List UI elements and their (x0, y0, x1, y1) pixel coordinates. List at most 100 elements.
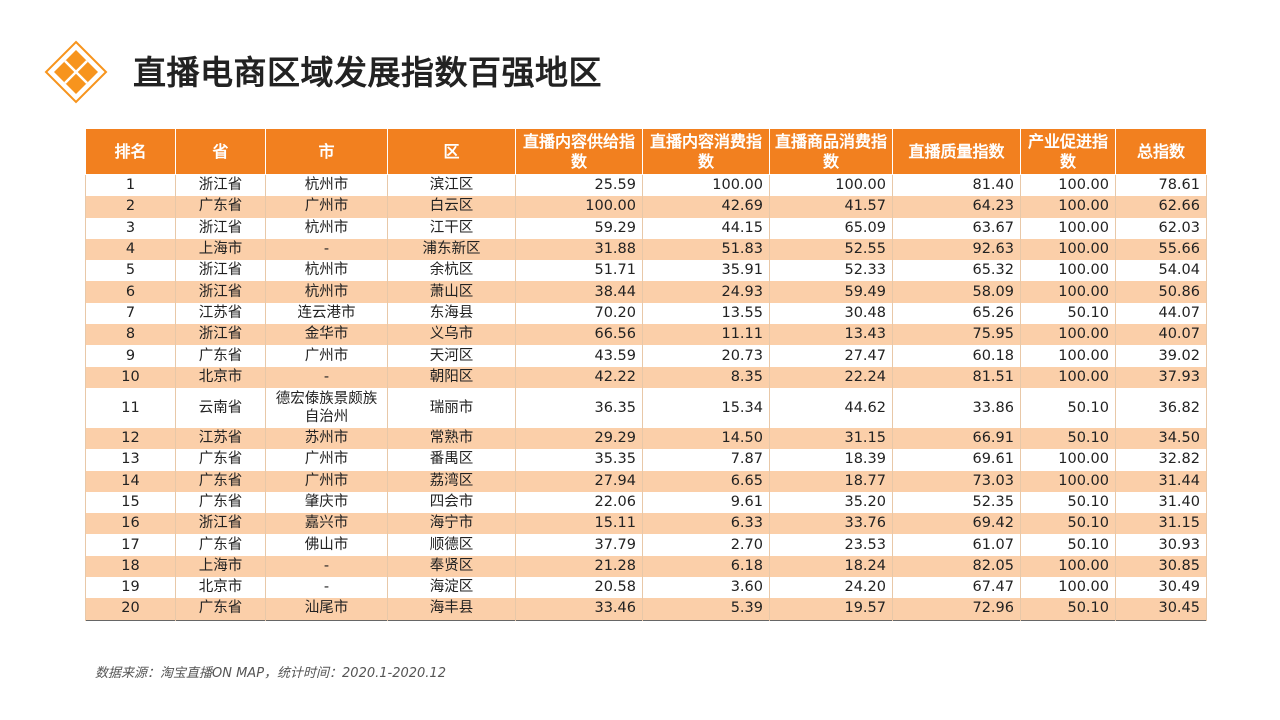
cell-province: 浙江省 (175, 260, 266, 282)
cell-industry: 100.00 (1020, 281, 1116, 303)
cell-rank: 10 (85, 366, 176, 388)
header-content-supply: 直播内容供给指数 (515, 128, 643, 175)
table-row: 16 浙江省 嘉兴市 海宁市 15.11 6.33 33.76 69.42 50.10 31.15 (85, 513, 1207, 535)
cell-industry: 50.10 (1020, 513, 1116, 535)
cell-total: 30.45 (1115, 598, 1207, 621)
cell-total: 31.44 (1115, 470, 1207, 492)
cell-quality: 65.32 (892, 260, 1021, 282)
cell-district: 义乌市 (387, 324, 516, 346)
cell-content-supply: 70.20 (515, 302, 643, 325)
cell-quality: 65.26 (892, 302, 1021, 325)
cell-rank: 19 (85, 577, 176, 599)
cell-industry: 100.00 (1020, 366, 1116, 388)
cell-industry: 50.10 (1020, 598, 1116, 621)
cell-quality: 75.95 (892, 324, 1021, 346)
cell-industry: 50.10 (1020, 302, 1116, 325)
cell-quality: 63.67 (892, 217, 1021, 239)
cell-industry: 100.00 (1020, 345, 1116, 367)
cell-goods-consumption: 52.33 (769, 260, 893, 282)
header-industry: 产业促进指数 (1020, 128, 1116, 175)
cell-rank: 11 (85, 387, 176, 428)
cell-content-supply: 25.59 (515, 174, 643, 197)
cell-province: 江苏省 (175, 427, 266, 450)
cell-content-consumption: 42.69 (642, 196, 770, 218)
cell-rank: 3 (85, 217, 176, 239)
cell-industry: 100.00 (1020, 174, 1116, 197)
table-row: 7 江苏省 连云港市 东海县 70.20 13.55 30.48 65.26 50.10 44.0… (85, 302, 1207, 325)
cell-content-consumption: 6.65 (642, 470, 770, 492)
cell-rank: 16 (85, 513, 176, 535)
cell-content-supply: 42.22 (515, 366, 643, 388)
cell-province: 浙江省 (175, 174, 266, 197)
cell-city: 广州市 (265, 449, 388, 471)
table-row: 14 广东省 广州市 荔湾区 27.94 6.65 18.77 73.03 100.00 31.4… (85, 470, 1207, 492)
cell-industry: 100.00 (1020, 260, 1116, 282)
cell-content-supply: 20.58 (515, 577, 643, 599)
cell-district: 瑞丽市 (387, 387, 516, 428)
cell-district: 白云区 (387, 196, 516, 218)
cell-rank: 13 (85, 449, 176, 471)
table-row: 20 广东省 汕尾市 海丰县 33.46 5.39 19.57 72.96 50.10 30.45 (85, 598, 1207, 621)
cell-rank: 2 (85, 196, 176, 218)
cell-content-supply: 21.28 (515, 555, 643, 578)
cell-content-consumption: 6.33 (642, 513, 770, 535)
cell-city: 杭州市 (265, 260, 388, 282)
cell-industry: 100.00 (1020, 577, 1116, 599)
cell-content-supply: 36.35 (515, 387, 643, 428)
cell-goods-consumption: 33.76 (769, 513, 893, 535)
cell-province: 广东省 (175, 196, 266, 218)
cell-district: 江干区 (387, 217, 516, 239)
cell-goods-consumption: 100.00 (769, 174, 893, 197)
header-district: 区 (387, 128, 516, 175)
cell-industry: 100.00 (1020, 324, 1116, 346)
cell-city: 佛山市 (265, 534, 388, 556)
cell-goods-consumption: 52.55 (769, 238, 893, 261)
cell-district: 海丰县 (387, 598, 516, 621)
page-title: 直播电商区域发展指数百强地区 (133, 53, 602, 92)
cell-province: 浙江省 (175, 513, 266, 535)
cell-industry: 50.10 (1020, 387, 1116, 428)
cell-total: 55.66 (1115, 238, 1207, 261)
cell-content-supply: 59.29 (515, 217, 643, 239)
cell-goods-consumption: 35.20 (769, 491, 893, 514)
cell-content-consumption: 44.15 (642, 217, 770, 239)
cell-province: 北京市 (175, 366, 266, 388)
header-goods-consumption: 直播商品消费指数 (769, 128, 893, 175)
cell-quality: 61.07 (892, 534, 1021, 556)
cell-total: 62.66 (1115, 196, 1207, 218)
cell-province: 广东省 (175, 345, 266, 367)
cell-district: 余杭区 (387, 260, 516, 282)
cell-quality: 81.40 (892, 174, 1021, 197)
table-row: 9 广东省 广州市 天河区 43.59 20.73 27.47 60.18 100.00 39.0… (85, 345, 1207, 367)
cell-total: 44.07 (1115, 302, 1207, 325)
cell-district: 浦东新区 (387, 238, 516, 261)
cell-content-consumption: 35.91 (642, 260, 770, 282)
cell-content-supply: 37.79 (515, 534, 643, 556)
cell-rank: 18 (85, 555, 176, 578)
cell-total: 30.93 (1115, 534, 1207, 556)
table-row: 10 北京市 - 朝阳区 42.22 8.35 22.24 81.51 100.00 37.93 (85, 366, 1207, 388)
table-row: 12 江苏省 苏州市 常熟市 29.29 14.50 31.15 66.91 50.10 34.5… (85, 427, 1207, 450)
cell-content-supply: 22.06 (515, 491, 643, 514)
cell-rank: 12 (85, 427, 176, 450)
cell-content-consumption: 13.55 (642, 302, 770, 325)
cell-rank: 5 (85, 260, 176, 282)
cell-content-consumption: 6.18 (642, 555, 770, 578)
data-source-note: 数据来源：淘宝直播ON MAP，统计时间：2020.1-2020.12 (95, 666, 446, 681)
cell-total: 31.15 (1115, 513, 1207, 535)
cell-content-supply: 33.46 (515, 598, 643, 621)
cell-content-consumption: 20.73 (642, 345, 770, 367)
cell-industry: 100.00 (1020, 217, 1116, 239)
table-row: 8 浙江省 金华市 义乌市 66.56 11.11 13.43 75.95 100.00 40.0… (85, 324, 1207, 346)
cell-content-supply: 38.44 (515, 281, 643, 303)
cell-total: 30.85 (1115, 555, 1207, 578)
cell-content-consumption: 100.00 (642, 174, 770, 197)
cell-content-supply: 15.11 (515, 513, 643, 535)
cell-goods-consumption: 30.48 (769, 302, 893, 325)
table-row: 3 浙江省 杭州市 江干区 59.29 44.15 65.09 63.67 100.00 62.0… (85, 217, 1207, 239)
cell-total: 78.61 (1115, 174, 1207, 197)
cell-goods-consumption: 22.24 (769, 366, 893, 388)
cell-total: 62.03 (1115, 217, 1207, 239)
cell-district: 海宁市 (387, 513, 516, 535)
cell-content-supply: 31.88 (515, 238, 643, 261)
